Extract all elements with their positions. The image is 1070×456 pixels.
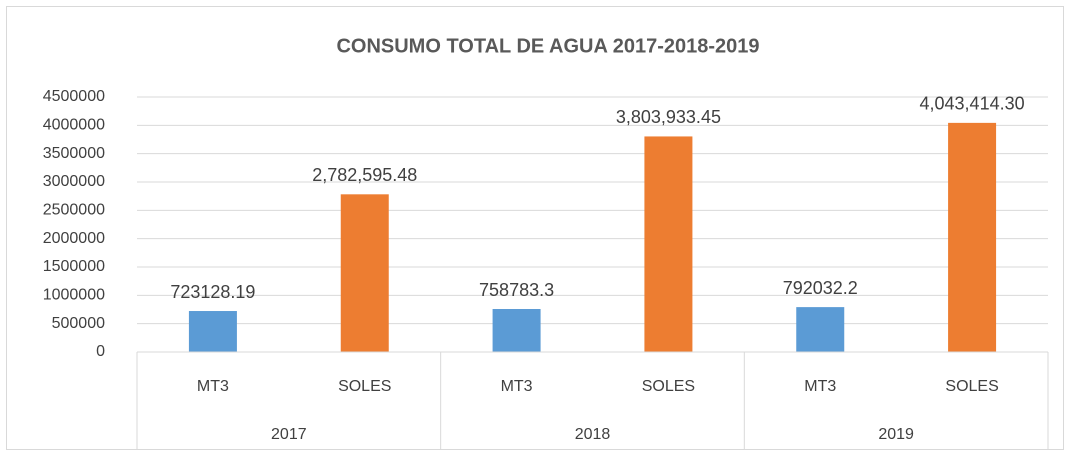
data-label: 3,803,933.45 — [616, 107, 721, 127]
x-tick-label: SOLES — [338, 378, 391, 395]
y-tick-label: 2000000 — [43, 230, 105, 247]
group-label: 2017 — [271, 426, 307, 443]
y-tick-label: 4000000 — [43, 117, 105, 134]
bar — [188, 311, 237, 352]
bar — [492, 309, 541, 352]
bar — [644, 136, 693, 352]
x-tick-label: SOLES — [945, 378, 998, 395]
data-label: 758783.3 — [479, 280, 554, 300]
data-label: 4,043,414.30 — [920, 94, 1025, 114]
group-label: 2018 — [575, 426, 611, 443]
y-tick-label: 0 — [96, 343, 105, 360]
bar — [340, 194, 389, 352]
y-tick-label: 500000 — [52, 315, 105, 332]
bar — [796, 307, 845, 352]
y-tick-label: 4500000 — [43, 88, 105, 105]
chart-border — [6, 6, 1064, 450]
x-tick-label: SOLES — [642, 378, 695, 395]
x-tick-label: MT3 — [804, 378, 836, 395]
x-tick-label: MT3 — [501, 378, 533, 395]
y-tick-label: 3000000 — [43, 173, 105, 190]
chart-title: CONSUMO TOTAL DE AGUA 2017-2018-2019 — [336, 35, 759, 57]
y-tick-label: 3500000 — [43, 145, 105, 162]
bar — [948, 122, 997, 352]
y-tick-label: 1500000 — [43, 258, 105, 275]
y-tick-label: 1000000 — [43, 287, 105, 304]
data-label: 792032.2 — [783, 278, 858, 298]
group-label: 2019 — [878, 426, 914, 443]
data-label: 2,782,595.48 — [312, 165, 417, 185]
data-label: 723128.19 — [170, 282, 255, 302]
y-tick-label: 2500000 — [43, 202, 105, 219]
x-tick-label: MT3 — [197, 378, 229, 395]
